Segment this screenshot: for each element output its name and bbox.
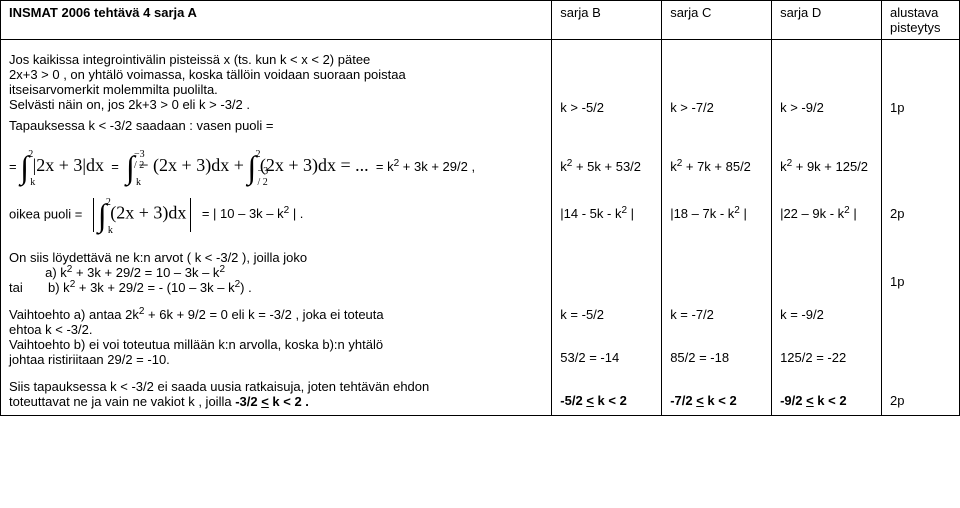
row3-colB: |14 - 5k - k2 | [552,188,662,238]
r6-line2: toteuttavat ne ja vain ne vakiot k , joi… [9,394,235,409]
r3-post: = | 10 – 3k – k2 | . [202,206,304,221]
row5-colB: k = -5/2 53/2 = -14 [552,301,662,373]
r3-p: 2p [890,206,904,221]
row2-colC: k2 + 7k + 85/2 [662,139,772,188]
row1-colD: k > -9/2 [772,40,882,140]
row4-colB [552,238,662,301]
row4-colP: 1p [881,238,959,301]
integral-2: −3 / 2 ∫ k [126,153,135,182]
r2-lhs: = [9,159,17,174]
row2-colD: k2 + 9k + 125/2 [772,139,882,188]
header-col-d: sarja D [772,1,882,40]
header-title: INSMAT 2006 tehtävä 4 sarja A [1,1,552,40]
r1-p: 1p [890,100,904,115]
r5-b2: 53/2 = -14 [560,350,619,365]
r6-line1: Siis tapauksessa k < -3/2 ei saada uusia… [9,379,429,394]
row3-colC: |18 – 7k - k2 | [662,188,772,238]
r5-line1: Vaihtoehto a) antaa 2k2 + 6k + 9/2 = 0 e… [9,307,384,322]
r5-line3: Vaihtoehto b) ei voi toteutua millään k:… [9,337,383,352]
row5-colD: k = -9/2 125/2 = -22 [772,301,882,373]
int1-body: |2x + 3|dx [33,155,104,175]
row4-colA: On siis löydettävä ne k:n arvot ( k < -3… [1,238,552,301]
int1-low: k [30,177,35,188]
row2-colP [881,139,959,188]
row1-colB: k > -5/2 [552,40,662,140]
row3-colD: |22 – 9k - k2 | [772,188,882,238]
row3-colA: oikea puoli = 2 ∫ k (2x + 3)dx = | 10 – … [1,188,552,238]
row1-colC: k > -7/2 [662,40,772,140]
row6-colP: 2p [881,373,959,416]
row5-colC: k = -7/2 85/2 = -18 [662,301,772,373]
int2-body: − (2x + 3)dx + [138,155,243,175]
row-1: Jos kaikissa integrointivälin pisteissä … [1,40,960,140]
r1-line3: Selvästi näin on, jos 2k+3 > 0 eli k > -… [9,97,250,112]
r1b-line: Tapauksessa k < -3/2 saadaan : vasen puo… [9,118,274,133]
r1-c: k > -7/2 [670,100,714,115]
row-5: Vaihtoehto a) antaa 2k2 + 6k + 9/2 = 0 e… [1,301,960,373]
row-6: Siis tapauksessa k < -3/2 ei saada uusia… [1,373,960,416]
r4-line3: tai b) k2 + 3k + 29/2 = - (10 – 3k – k2)… [9,280,252,295]
row6-colC: -7/2 < k < 2 [662,373,772,416]
int3-high: 2 [255,149,260,160]
r1-d: k > -9/2 [780,100,824,115]
int2-low: k [136,177,141,188]
header-col-c: sarja C [662,1,772,40]
r4-line2: a) k2 + 3k + 29/2 = 10 – 3k – k2 [9,265,225,280]
row-4: On siis löydettävä ne k:n arvot ( k < -3… [1,238,960,301]
row5-colA: Vaihtoehto a) antaa 2k2 + 6k + 9/2 = 0 e… [1,301,552,373]
row5-colP [881,301,959,373]
row4-colC [662,238,772,301]
header-col-b: sarja B [552,1,662,40]
row6-colD: -9/2 < k < 2 [772,373,882,416]
r6-p: 2p [890,393,904,408]
r4-p: 1p [890,274,904,289]
row4-colD [772,238,882,301]
r5-line4: johtaa ristiriitaan 29/2 = -10. [9,352,170,367]
int1-high: 2 [28,149,33,160]
integral-3: 2 ∫ −3 / 2 [247,153,256,182]
r5-line2: ehtoa k < -3/2. [9,322,92,337]
r5-d2: 125/2 = -22 [780,350,846,365]
int3-body: (2x + 3)dx = ... [260,155,369,175]
r3-pre: oikea puoli = [9,206,82,221]
r5-b1: k = -5/2 [560,307,604,322]
row-2: = 2 ∫ k |2x + 3|dx = −3 / 2 ∫ k − (2x + … [1,139,960,188]
row2-colB: k2 + 5k + 53/2 [552,139,662,188]
r5-c2: 85/2 = -18 [670,350,729,365]
r2-rhs: = k2 + 3k + 29/2 , [376,159,475,174]
integral-4: 2 ∫ k [98,201,107,230]
int4-body: (2x + 3)dx [110,202,186,222]
r5-c1: k = -7/2 [670,307,714,322]
header-row: INSMAT 2006 tehtävä 4 sarja A sarja B sa… [1,1,960,40]
integral-1: 2 ∫ k [20,153,29,182]
r1-b: k > -5/2 [560,100,604,115]
r4-line1: On siis löydettävä ne k:n arvot ( k < -3… [9,250,307,265]
row2-colA: = 2 ∫ k |2x + 3|dx = −3 / 2 ∫ k − (2x + … [1,139,552,188]
row6-colB: -5/2 < k < 2 [552,373,662,416]
row6-colA: Siis tapauksessa k < -3/2 ei saada uusia… [1,373,552,416]
r1-line2b: itseisarvomerkit molemmilta puolilta. [9,82,218,97]
int4-high: 2 [106,197,111,208]
row1-colA: Jos kaikissa integrointivälin pisteissä … [1,40,552,140]
r1-line1: Jos kaikissa integrointivälin pisteissä … [9,52,370,67]
int2-high: −3 / 2 [134,149,145,171]
int4-low: k [108,225,113,236]
row-3: oikea puoli = 2 ∫ k (2x + 3)dx = | 10 – … [1,188,960,238]
int3-low: −3 / 2 [257,166,268,188]
header-col-p: alustava pisteytys [881,1,959,40]
r5-d1: k = -9/2 [780,307,824,322]
r1-line2: 2x+3 > 0 , on yhtälö voimassa, koska täl… [9,67,406,82]
r6-bold: -3/2 < k < 2 . [235,394,309,409]
row1-colP: 1p [881,40,959,140]
main-table: INSMAT 2006 tehtävä 4 sarja A sarja B sa… [0,0,960,416]
row3-colP: 2p [881,188,959,238]
